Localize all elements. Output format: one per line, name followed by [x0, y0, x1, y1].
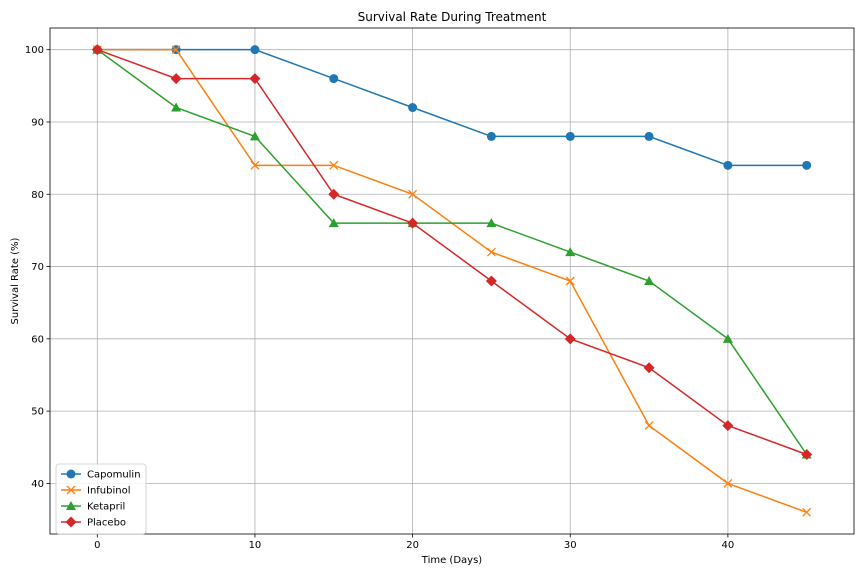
data-point-placebo [91, 44, 103, 56]
y-tick-label: 100 [25, 45, 44, 56]
legend-marker-capomulin [66, 469, 76, 479]
data-point-placebo [643, 362, 655, 374]
data-point-ketapril [249, 131, 260, 141]
data-point-capomulin [644, 131, 654, 141]
x-marker-stroke [486, 247, 496, 257]
data-point-ketapril [486, 218, 497, 228]
y-tick-label: 50 [31, 407, 44, 418]
y-tick-label: 70 [31, 262, 44, 273]
data-point-capomulin [329, 74, 339, 84]
data-point-capomulin [723, 160, 733, 170]
legend-label-infubinol: Infubinol [87, 486, 131, 497]
series-layer [91, 44, 813, 517]
x-marker-stroke [565, 276, 575, 286]
data-point-placebo [801, 448, 813, 460]
legend-marker-placebo [65, 516, 77, 528]
legend-item-infubinol: Infubinol [61, 486, 131, 497]
data-point-placebo [328, 188, 340, 200]
data-point-placebo [170, 73, 182, 85]
legend-box [55, 463, 147, 535]
series-line-infubinol [97, 48, 807, 514]
series-placebo [91, 44, 813, 460]
x-tick-label: 10 [249, 540, 262, 551]
data-point-placebo [249, 73, 261, 85]
data-point-placebo [722, 420, 734, 432]
data-point-capomulin [802, 160, 812, 170]
y-axis-label: Survival Rate (%) [10, 237, 21, 324]
y-tick-label: 90 [31, 117, 44, 128]
legend-marker-ketapril [66, 501, 76, 510]
x-marker-stroke [329, 160, 339, 170]
data-point-infubinol [171, 45, 181, 55]
data-point-infubinol [250, 160, 260, 170]
data-point-capomulin [565, 131, 575, 141]
axis-ticks: 0 10 20 30 40 40 50 60 70 80 90 100 [25, 45, 734, 551]
data-point-capomulin [250, 45, 260, 55]
series-line-ketapril [96, 49, 808, 455]
data-point-infubinol [408, 189, 418, 199]
x-marker-stroke [723, 478, 733, 488]
y-tick-label: 40 [31, 479, 44, 490]
data-point-infubinol [802, 507, 812, 517]
data-point-ketapril [722, 333, 733, 343]
x-tick-label: 20 [406, 540, 419, 551]
legend-item-capomulin: Capomulin [61, 469, 141, 481]
legend-label-capomulin: Capomulin [87, 470, 141, 481]
data-point-ketapril [171, 102, 182, 112]
legend-item-ketapril: Ketapril [61, 501, 125, 513]
x-marker-stroke [802, 507, 812, 517]
x-axis-label: Time (Days) [421, 555, 483, 566]
legend-label-placebo: Placebo [87, 518, 126, 529]
x-tick-label: 0 [94, 540, 100, 551]
x-marker-stroke [171, 45, 181, 55]
y-tick-label: 60 [31, 334, 44, 345]
data-point-placebo [485, 275, 497, 287]
data-point-ketapril [565, 247, 576, 257]
data-point-infubinol [486, 247, 496, 257]
x-marker-stroke [644, 421, 654, 431]
data-point-capomulin [486, 131, 496, 141]
data-point-ketapril [328, 218, 339, 228]
x-marker-stroke [250, 160, 260, 170]
data-point-placebo [564, 333, 576, 345]
series-capomulin [92, 45, 812, 170]
x-tick-label: 40 [722, 540, 735, 551]
chart-title: Survival Rate During Treatment [358, 10, 547, 24]
x-tick-label: 30 [564, 540, 577, 551]
data-point-ketapril [644, 276, 655, 285]
x-marker-stroke [66, 485, 76, 495]
legend-marker-infubinol [66, 485, 76, 495]
y-tick-label: 80 [31, 190, 44, 201]
legend-item-placebo: Placebo [61, 516, 126, 529]
series-line-capomulin [97, 48, 807, 167]
data-point-placebo [407, 217, 419, 229]
series-line-placebo [97, 48, 807, 456]
data-point-capomulin [408, 103, 418, 113]
legend-label-ketapril: Ketapril [87, 502, 125, 513]
data-point-infubinol [723, 478, 733, 488]
plot-frame [49, 27, 855, 535]
legend: Capomulin Infubinol Ketapril Placebo [55, 463, 147, 535]
data-point-infubinol [565, 276, 575, 286]
data-point-infubinol [644, 421, 654, 431]
x-marker-stroke [408, 189, 418, 199]
data-point-infubinol [329, 160, 339, 170]
